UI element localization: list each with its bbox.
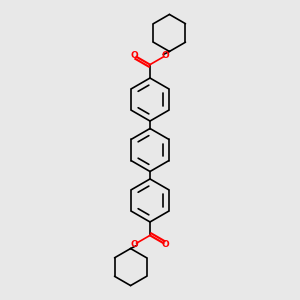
Text: O: O [162, 240, 170, 249]
Text: O: O [130, 240, 138, 249]
Text: O: O [162, 51, 170, 60]
Text: O: O [130, 51, 138, 60]
